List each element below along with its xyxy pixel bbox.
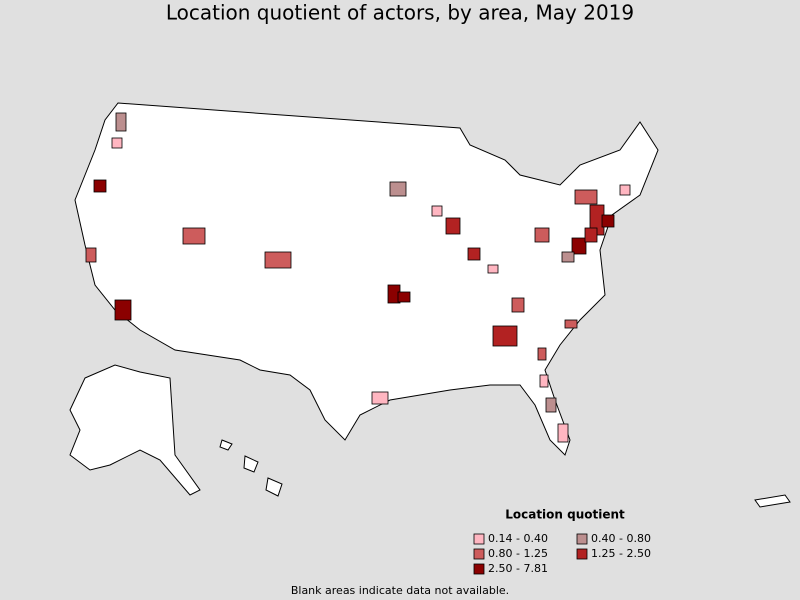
map-title: Location quotient of actors, by area, Ma… bbox=[166, 1, 634, 25]
metro-area bbox=[182, 227, 206, 245]
metro-area bbox=[389, 181, 407, 197]
metro-area bbox=[111, 137, 123, 149]
legend-label: 0.14 - 0.40 bbox=[488, 532, 548, 545]
legend-swatch bbox=[473, 533, 485, 545]
metro-area bbox=[93, 179, 107, 193]
contiguous-us bbox=[74, 102, 659, 456]
legend-label: 2.50 - 7.81 bbox=[488, 562, 548, 575]
metro-area bbox=[619, 184, 631, 196]
metro-area bbox=[574, 189, 598, 205]
legend-title: Location quotient bbox=[505, 508, 625, 522]
legend-swatch bbox=[576, 533, 588, 545]
metro-area bbox=[584, 227, 598, 243]
metro-area bbox=[85, 247, 97, 263]
metro-area bbox=[511, 297, 525, 313]
metro-area bbox=[264, 251, 292, 269]
legend-swatch bbox=[576, 548, 588, 560]
metro-area bbox=[431, 205, 443, 217]
metro-area bbox=[571, 237, 587, 255]
hawaii bbox=[243, 455, 259, 473]
metro-area bbox=[539, 374, 549, 388]
metro-area bbox=[467, 247, 481, 261]
colored-areas bbox=[85, 112, 631, 443]
metro-area bbox=[397, 291, 411, 303]
metro-area bbox=[114, 299, 132, 321]
puerto-rico bbox=[754, 494, 791, 508]
metro-area bbox=[564, 319, 578, 329]
legend: 0.14 - 0.40 0.40 - 0.80 0.80 - 1.25 1.25 - … bbox=[473, 532, 651, 575]
metro-area bbox=[445, 217, 461, 235]
legend-label: 0.40 - 0.80 bbox=[591, 532, 651, 545]
metro-area bbox=[561, 251, 575, 263]
legend-label: 0.80 - 1.25 bbox=[488, 547, 548, 560]
alaska bbox=[69, 364, 201, 496]
metro-area bbox=[487, 264, 499, 274]
metro-area bbox=[545, 397, 557, 413]
metro-area bbox=[537, 347, 547, 361]
metro-area bbox=[115, 112, 127, 132]
legend-swatch bbox=[473, 548, 485, 560]
hawaii bbox=[219, 439, 233, 451]
legend-label: 1.25 - 2.50 bbox=[591, 547, 651, 560]
metro-area bbox=[371, 391, 389, 405]
metro-area bbox=[492, 325, 518, 347]
hawaii bbox=[265, 477, 283, 497]
metro-area bbox=[534, 227, 550, 243]
legend-swatch bbox=[473, 563, 485, 575]
metro-area bbox=[601, 214, 615, 228]
metro-area bbox=[557, 423, 569, 443]
footnote: Blank areas indicate data not available. bbox=[291, 584, 509, 597]
map-area bbox=[69, 102, 791, 508]
